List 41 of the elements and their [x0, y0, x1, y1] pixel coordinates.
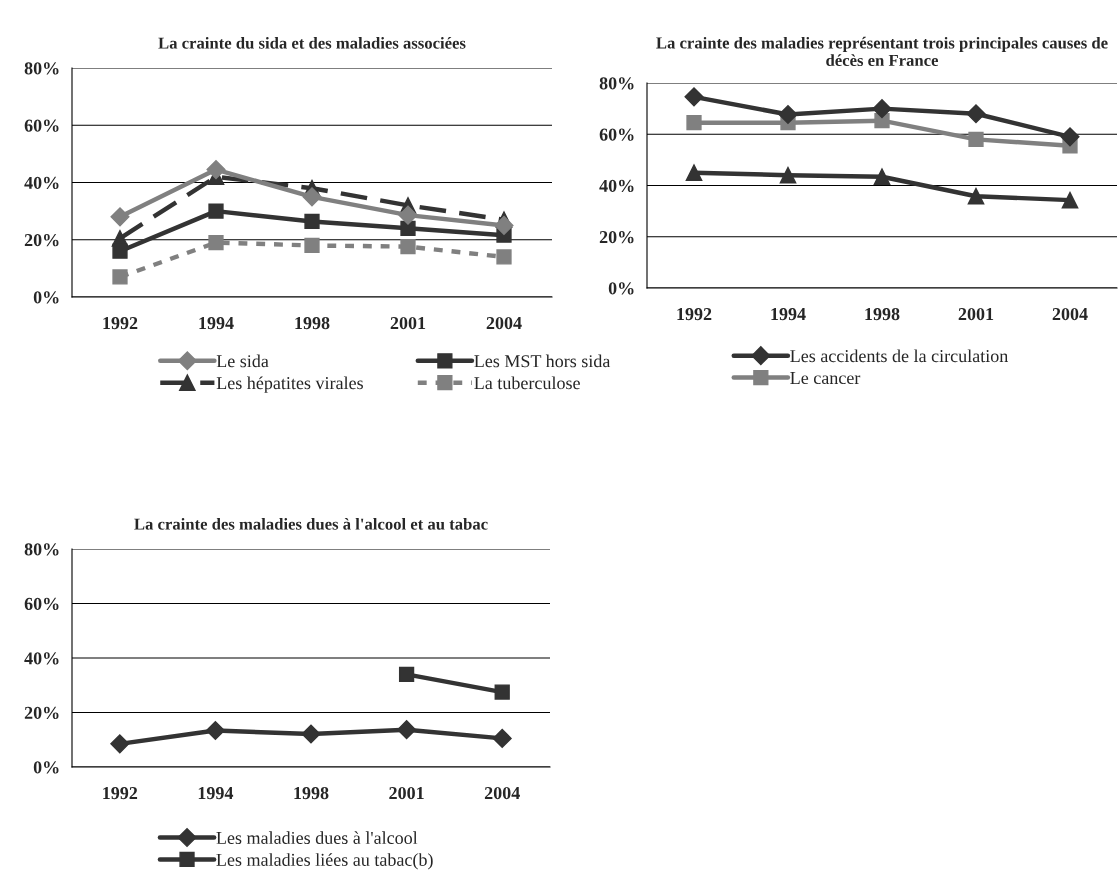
legend-label: Les hépatites virales	[216, 376, 363, 393]
legend-label: Les MST hors sida	[474, 354, 611, 368]
x-tick-label: 1992	[677, 308, 712, 321]
legend-label: Le sida	[216, 354, 269, 368]
x-tick-label: 2001	[958, 307, 994, 321]
y-tick-label: 0%	[33, 761, 59, 774]
x-tick-label: 2004	[1052, 307, 1088, 321]
legend-label: Les maladies liées au tabac(b)	[216, 853, 433, 870]
y-tick-label: 60%	[599, 128, 634, 141]
x-tick-label: 2004	[484, 786, 520, 800]
legend-label: La tuberculose	[474, 376, 580, 390]
y-tick-label: 40%	[24, 652, 59, 665]
x-tick-label: 1998	[865, 307, 900, 321]
chart-title: La crainte du sida et des maladies associées	[158, 36, 466, 49]
x-tick-label: 1994	[771, 308, 806, 321]
x-tick-label: 1992	[103, 317, 138, 330]
y-tick-label: 60%	[24, 597, 59, 610]
y-tick-label: 60%	[24, 119, 59, 132]
y-tick-label: 20%	[24, 706, 59, 719]
y-tick-label: 0%	[608, 282, 634, 295]
y-tick-label: 0%	[33, 291, 59, 304]
y-tick-label: 80%	[599, 77, 634, 90]
legend-label: Le cancer	[790, 372, 861, 385]
x-tick-label: 1994	[198, 787, 234, 800]
y-tick-label: 80%	[24, 62, 59, 75]
y-tick-label: 40%	[599, 179, 634, 192]
x-tick-label: 1998	[294, 786, 329, 800]
x-tick-label: 2004	[486, 316, 522, 330]
legend-label: Les maladies dues à l'alcool	[216, 831, 418, 845]
x-tick-label: 1998	[295, 316, 330, 330]
y-tick-label: 80%	[24, 543, 59, 556]
x-tick-label: 2001	[390, 316, 426, 330]
y-tick-label: 20%	[599, 231, 634, 244]
chart-title: La crainte des maladies dues à l'alcool et au tabac	[134, 517, 488, 530]
y-tick-label: 40%	[24, 176, 59, 189]
x-tick-label: 1992	[103, 787, 138, 800]
legend-label: Les accidents de la circulation	[790, 349, 1009, 363]
chart-title: La crainte des maladies représentant trois principales causes de décès en France	[656, 36, 1108, 67]
x-tick-label: 1994	[199, 317, 234, 330]
y-tick-label: 20%	[24, 234, 59, 247]
x-tick-label: 2001	[389, 786, 424, 800]
